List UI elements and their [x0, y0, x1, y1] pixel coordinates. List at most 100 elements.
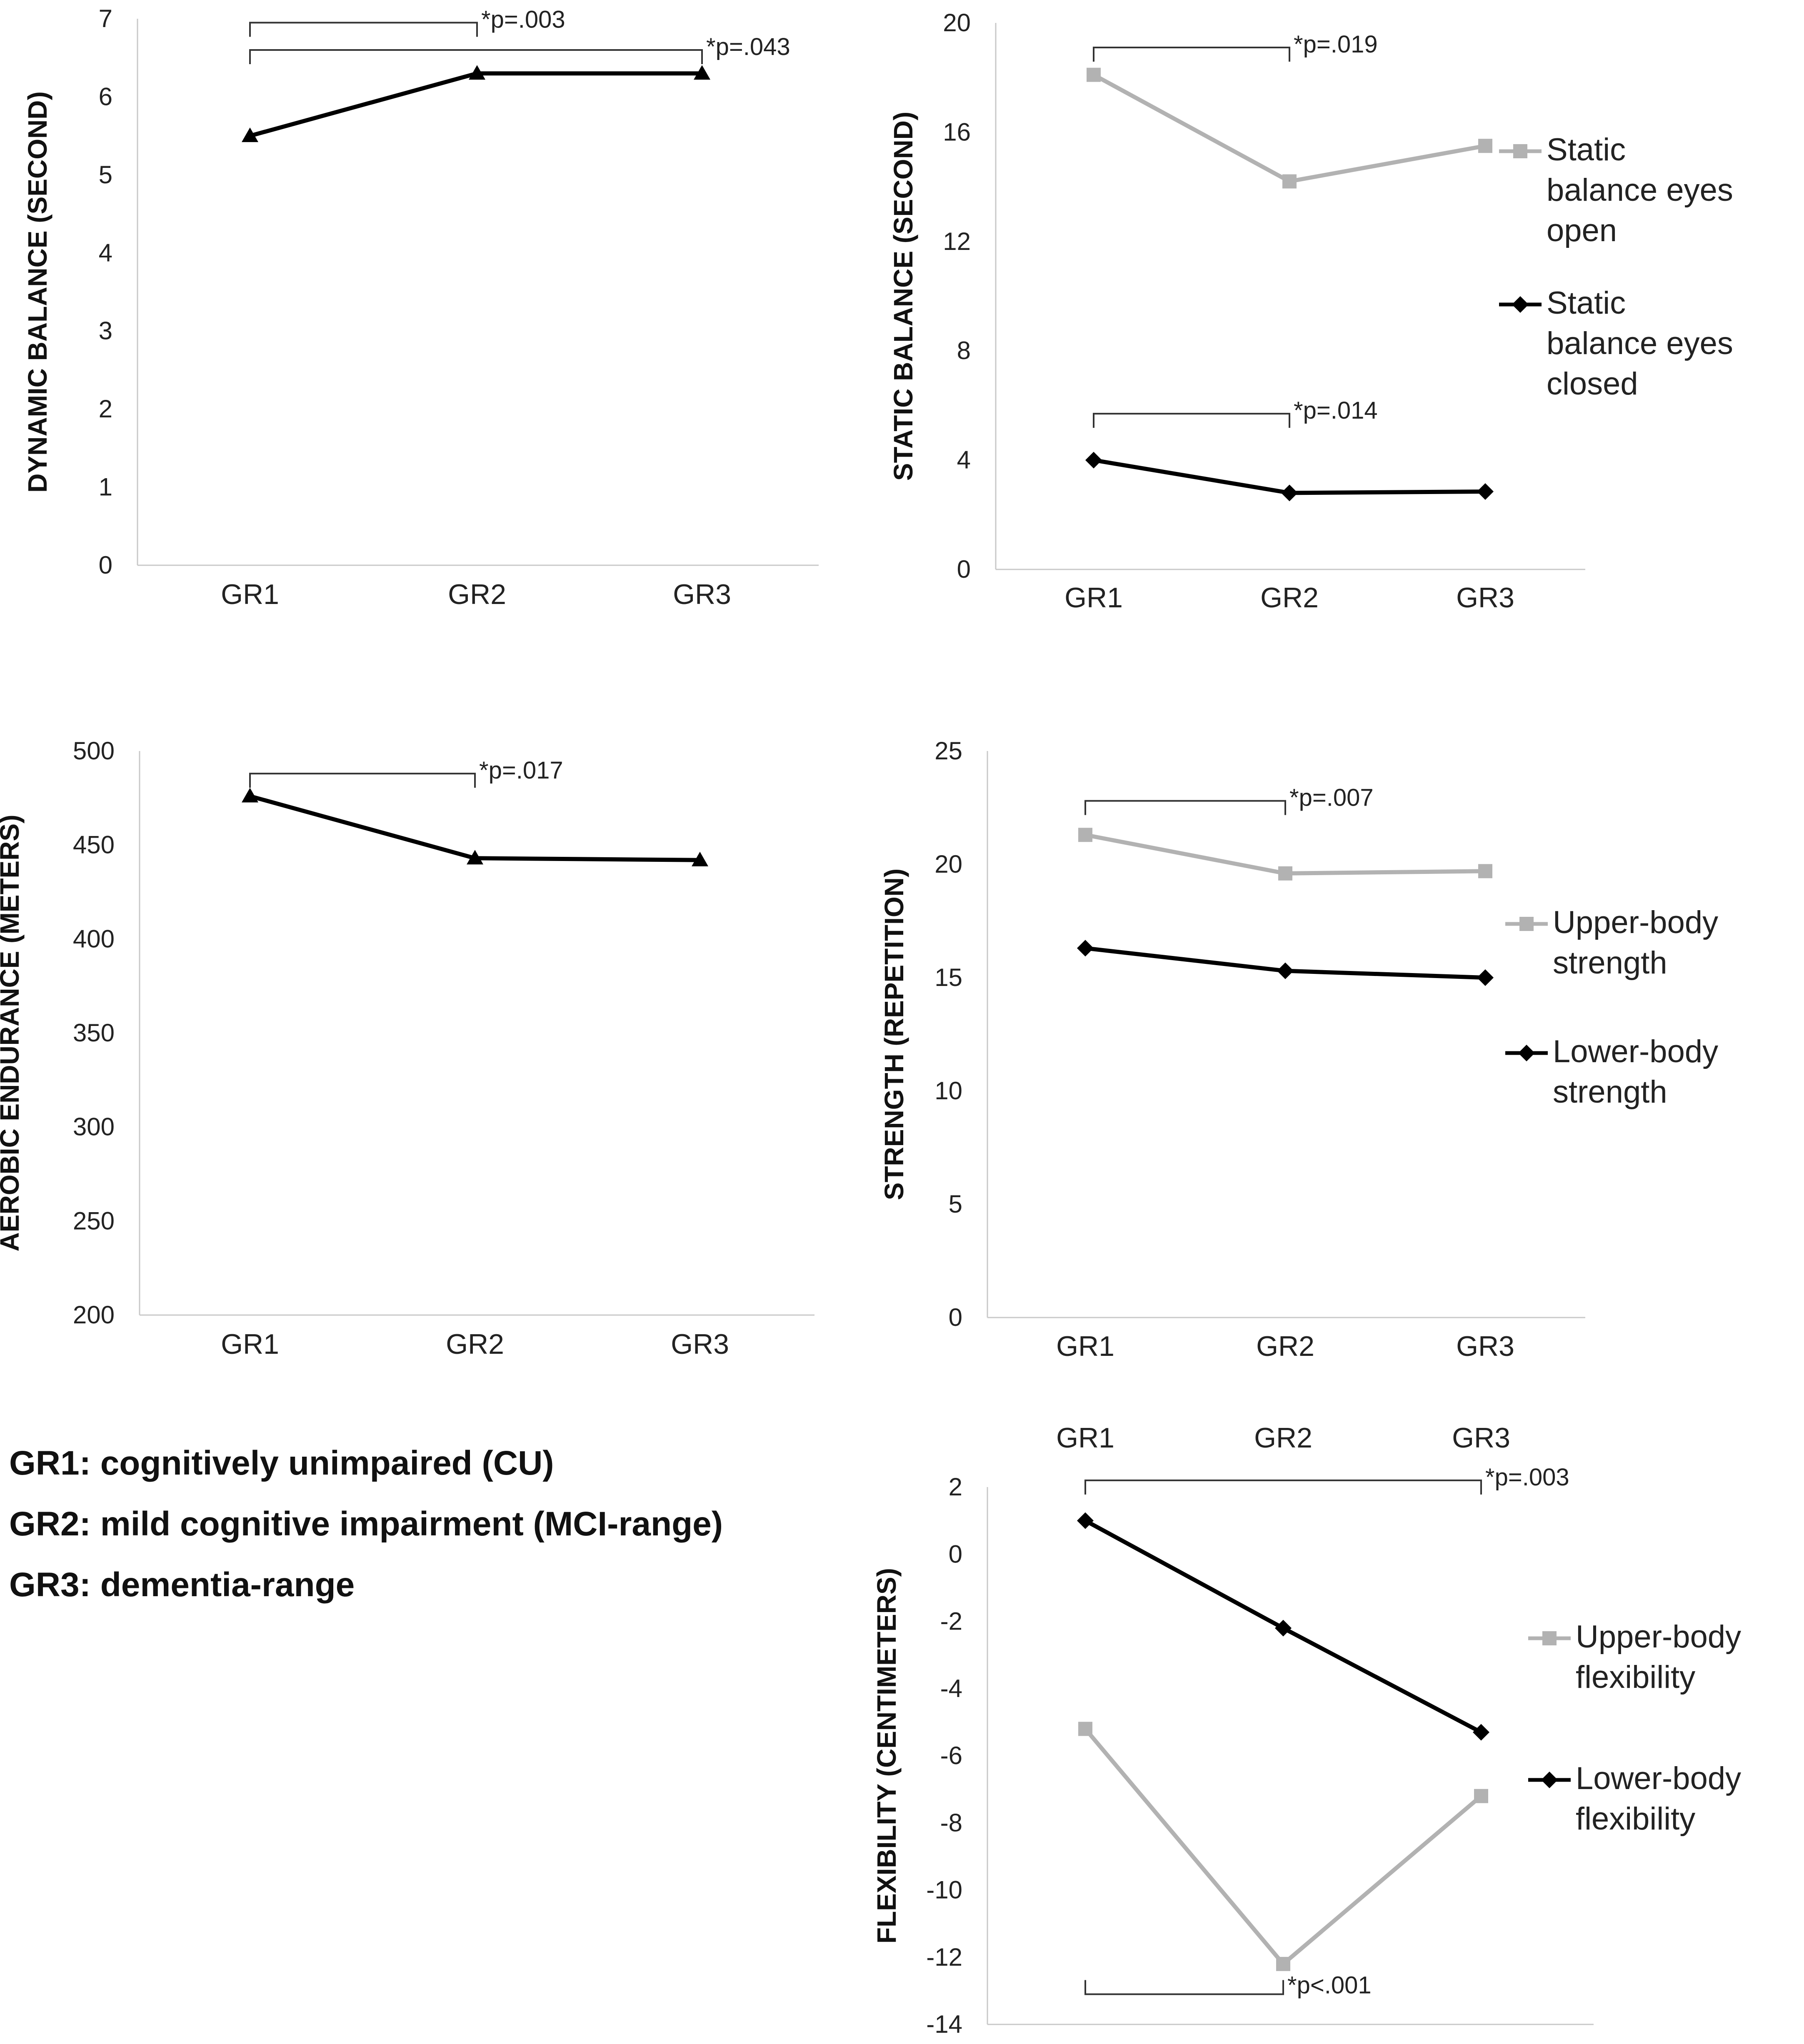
significance-bracket: [1084, 800, 1286, 815]
significance-bracket: [1084, 1479, 1482, 1495]
significance-bracket: [1084, 1980, 1284, 1995]
y-tick-label: 10: [934, 1077, 962, 1105]
group-note-gr3: GR3: dementia-range: [9, 1566, 355, 1604]
significance-bracket: [1093, 47, 1290, 62]
data-point: [467, 850, 483, 865]
significance-label: *p=.007: [1289, 784, 1374, 811]
y-tick-label: 0: [99, 551, 112, 579]
significance-bracket: [249, 773, 476, 788]
y-tick-label: 1: [99, 473, 112, 501]
significance-label: *p=.014: [1294, 397, 1378, 424]
significance-label: *p=.043: [706, 33, 790, 60]
legend-label: flexibility: [1576, 1660, 1695, 1695]
y-tick-label: 20: [934, 850, 962, 878]
legend-label: strength: [1553, 945, 1667, 981]
y-tick-label: -10: [926, 1876, 962, 1904]
data-point: [1087, 67, 1101, 82]
x-tick-label: GR3: [1456, 1330, 1514, 1362]
legend-marker: [1512, 296, 1529, 313]
strength-chart: 0 5 10 15 20 25 GR1 GR2 GR3 STRENGTH (REPETITION)…: [879, 737, 1718, 1362]
y-tick-label: -2: [940, 1607, 962, 1635]
legend-marker: [1513, 144, 1527, 158]
significance-label: *p=.017: [479, 757, 563, 784]
data-point: [1077, 940, 1094, 957]
y-tick-label: 0: [949, 1540, 962, 1568]
group-note-gr2: GR2: mild cognitive impairment (MCI-rang…: [9, 1505, 723, 1543]
y-tick-label: 2: [99, 395, 112, 423]
x-tick-label: GR3: [1452, 1422, 1510, 1454]
data-point: [694, 65, 710, 80]
x-tick-label: GR1: [221, 579, 279, 610]
group-note-gr1: GR1: cognitively unimpaired (CU): [9, 1444, 554, 1482]
series-line: [1092, 72, 1487, 184]
y-tick-label: 25: [934, 737, 962, 765]
y-tick-label: -6: [940, 1742, 962, 1769]
significance-label: *p=.019: [1294, 31, 1378, 58]
series-line: [248, 71, 704, 138]
y-tick-label: 4: [99, 239, 112, 267]
data-point: [1277, 962, 1294, 979]
legend-label: balance eyes: [1547, 172, 1733, 208]
x-tick-label: GR1: [1056, 1330, 1114, 1362]
legend-marker: [1519, 917, 1534, 931]
data-point: [1478, 139, 1492, 153]
significance-label: *p=.003: [1485, 1464, 1569, 1491]
y-tick-label: 500: [73, 737, 115, 765]
data-point: [1281, 484, 1298, 502]
y-axis-title: STATIC BALANCE (SECOND): [888, 112, 918, 481]
significance-bracket: [249, 49, 703, 64]
y-tick-label: 400: [73, 925, 115, 953]
data-point: [1478, 864, 1492, 878]
legend-label: Static: [1547, 132, 1626, 167]
x-tick-label: GR3: [673, 579, 731, 610]
x-tick-label: GR3: [671, 1328, 729, 1360]
legend-label: Upper-body: [1553, 905, 1718, 940]
data-point: [692, 851, 708, 866]
data-point: [1477, 483, 1494, 500]
y-tick-label: 4: [957, 446, 971, 474]
y-tick-label: 8: [957, 337, 971, 364]
legend-marker: [1541, 1772, 1558, 1788]
x-tick-label: GR2: [1256, 1330, 1314, 1362]
x-tick-label: GR2: [448, 579, 506, 610]
legend-label: Lower-body: [1553, 1034, 1718, 1069]
data-point: [1077, 1512, 1094, 1529]
y-tick-label: -8: [940, 1809, 962, 1837]
y-tick-label: 6: [99, 82, 112, 110]
data-point: [1276, 1957, 1290, 1971]
data-point: [1085, 452, 1102, 469]
y-tick-label: 350: [73, 1019, 115, 1047]
legend-label: strength: [1553, 1074, 1667, 1110]
data-point: [1078, 1722, 1092, 1736]
legend-marker: [1542, 1631, 1557, 1645]
y-tick-label: 0: [949, 1303, 962, 1331]
y-tick-label: 15: [934, 963, 962, 991]
group-definitions: GR1: cognitively unimpaired (CU) GR2: mi…: [9, 1433, 723, 1615]
data-point: [1278, 866, 1292, 881]
significance-bracket: [1093, 413, 1290, 428]
y-axis-title: FLEXIBILITY (CENTIMETERS): [872, 1568, 902, 1944]
legend-label: balance eyes: [1547, 326, 1733, 361]
y-tick-label: 250: [73, 1207, 115, 1235]
y-tick-label: 300: [73, 1113, 115, 1141]
significance-bracket: [249, 22, 478, 37]
y-axis-title: AEROBIC ENDURANCE (METERS): [0, 815, 25, 1252]
significance-label: *p=.003: [481, 6, 565, 33]
data-point: [1078, 828, 1092, 842]
significance-label: *p<.001: [1287, 1972, 1372, 1999]
x-tick-label: GR3: [1456, 582, 1514, 614]
aerobic-endurance-chart: 200 250 300 350 400 450 500 GR1 GR2 GR3 AEROBIC EN…: [0, 737, 815, 1360]
y-axis-title: DYNAMIC BALANCE (SECOND): [22, 91, 52, 493]
legend-label: closed: [1547, 366, 1638, 402]
y-tick-label: 5: [99, 161, 112, 189]
x-tick-label: GR2: [1260, 582, 1319, 614]
y-tick-label: 0: [957, 555, 971, 583]
y-axis-title: STRENGTH (REPETITION): [879, 869, 909, 1200]
data-point: [1275, 1620, 1292, 1637]
data-point: [242, 788, 258, 803]
x-tick-label: GR2: [446, 1328, 504, 1360]
y-tick-label: 20: [943, 9, 971, 37]
y-tick-label: 7: [99, 5, 112, 32]
y-tick-label: 5: [949, 1190, 962, 1218]
